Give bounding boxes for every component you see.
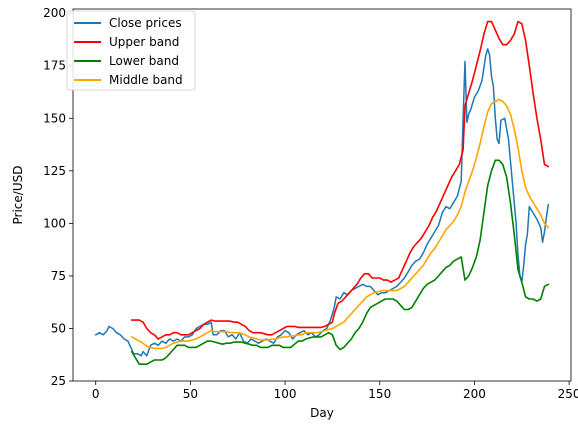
x-tick-label: 0 [92,387,100,401]
x-tick-label: 150 [368,387,391,401]
x-axis: 0 50 100 150 200 250 [92,381,578,401]
legend-label-close-prices: Close prices [109,16,182,30]
x-tick-label: 50 [183,387,198,401]
y-tick-label: 200 [43,6,66,20]
legend-label-lower-band: Lower band [109,54,179,68]
y-axis: 25 50 75 100 125 150 175 200 [43,6,73,388]
plot-frame [72,8,572,382]
legend-label-upper-band: Upper band [109,35,179,49]
y-tick-label: 25 [51,374,66,388]
x-axis-label: Day [310,406,334,420]
y-tick-label: 175 [43,59,66,73]
y-tick-label: 100 [43,216,66,230]
series-line-upper-band [130,20,550,340]
x-tick-label: 100 [274,387,297,401]
y-tick-label: 50 [51,321,66,335]
legend-label-middle-band: Middle band [109,73,183,87]
x-tick-label: 250 [558,387,578,401]
series-line-lower-band [130,159,550,365]
x-tick-label: 200 [463,387,486,401]
series-line-middle-band [130,98,550,350]
y-axis-label: Price/USD [11,166,25,225]
y-tick-label: 75 [51,269,66,283]
legend-box [66,10,196,91]
y-tick-label: 150 [43,111,66,125]
series-layer [94,20,550,365]
legend: Close prices Upper band Lower band Middle b… [66,10,196,91]
y-tick-label: 125 [43,164,66,178]
